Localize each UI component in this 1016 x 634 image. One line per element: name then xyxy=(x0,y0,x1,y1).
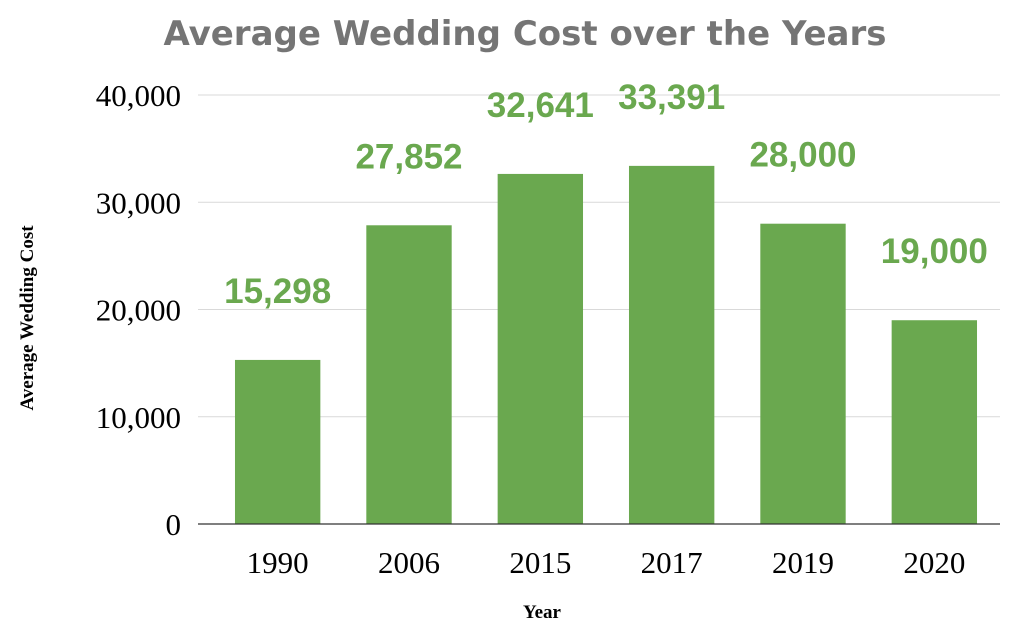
chart-title: Average Wedding Cost over the Years xyxy=(163,14,886,54)
y-tick-label: 40,000 xyxy=(96,78,181,113)
x-tick-label: 2015 xyxy=(509,545,571,580)
bars xyxy=(234,165,978,524)
bar xyxy=(760,223,846,524)
y-tick-label: 30,000 xyxy=(96,185,181,220)
x-axis-title: Year xyxy=(523,602,562,623)
data-label: 32,641 xyxy=(487,86,594,125)
x-axis-ticks: 1990 2006 2015 2017 2019 2020 xyxy=(247,545,966,580)
data-labels: 15,298 27,852 32,641 33,391 28,000 19,000 xyxy=(224,78,988,311)
data-label: 27,852 xyxy=(355,137,462,176)
bar xyxy=(891,320,978,524)
y-axis-ticks: 0 10,000 20,000 30,000 40,000 xyxy=(96,78,181,542)
y-axis-title: Average Wedding Cost xyxy=(17,225,38,411)
x-tick-label: 2019 xyxy=(772,545,834,580)
gridlines xyxy=(198,94,1000,418)
y-tick-label: 20,000 xyxy=(96,293,181,328)
y-tick-label: 0 xyxy=(166,507,182,542)
bar xyxy=(234,359,321,524)
x-tick-label: 2006 xyxy=(378,545,440,580)
bar xyxy=(366,225,452,524)
data-label: 15,298 xyxy=(224,272,331,311)
x-tick-label: 2017 xyxy=(641,545,703,580)
x-tick-label: 2020 xyxy=(903,545,965,580)
data-label: 28,000 xyxy=(749,136,856,175)
bar xyxy=(628,165,715,524)
x-tick-label: 1990 xyxy=(247,545,309,580)
data-label: 19,000 xyxy=(881,232,988,271)
bar xyxy=(497,173,584,524)
data-label: 33,391 xyxy=(618,78,725,117)
y-tick-label: 10,000 xyxy=(96,400,181,435)
